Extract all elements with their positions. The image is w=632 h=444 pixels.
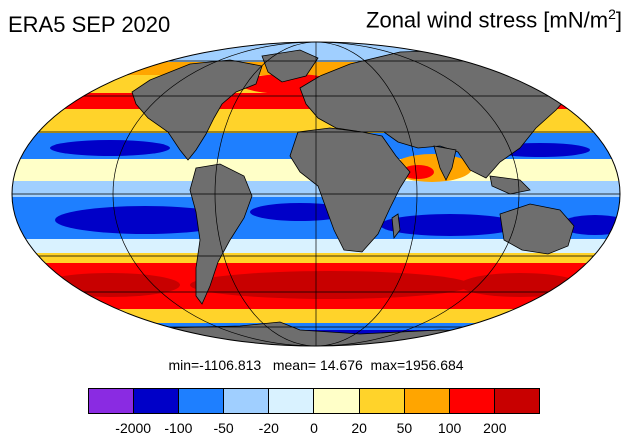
- south-america: [189, 163, 253, 305]
- wind-stress-field: [12, 42, 620, 346]
- colorbar: [88, 388, 540, 414]
- colorbar-swatch-2: [179, 389, 225, 413]
- maritime-continent: [489, 175, 531, 195]
- india: [433, 145, 457, 181]
- colorbar-tick-label: 200: [483, 420, 507, 436]
- variable-title-text: Zonal wind stress [mN/m: [366, 7, 609, 33]
- variable-title-suffix: ]: [615, 7, 622, 33]
- colorbar-swatch-3: [224, 389, 270, 413]
- colorbar-tick-label: -50: [213, 420, 234, 436]
- sepacific-trade-core: [55, 206, 235, 234]
- graticule: [12, 42, 620, 346]
- colorbar-tick-label: 0: [310, 420, 318, 436]
- colorbar-tick-label: -2000: [115, 420, 152, 436]
- satlantic-trade-core: [250, 203, 350, 221]
- meridian-60: [214, 42, 418, 346]
- globe-outline: [11, 41, 621, 347]
- meridian-120: [112, 42, 520, 346]
- colorbar-swatch-5: [314, 389, 360, 413]
- colorbar-tick-label: 20: [351, 420, 367, 436]
- australia: [499, 203, 575, 255]
- southern-jet-core-east: [460, 273, 580, 297]
- southern-jet-core-indian: [190, 271, 470, 299]
- colorbar-tick-label: 100: [437, 420, 462, 436]
- madagascar: [391, 213, 401, 240]
- indian-trade-core: [380, 214, 520, 236]
- colorbar-tick-label: -100: [164, 420, 193, 436]
- stats-line: min=-1106.813 mean= 14.676 max=1956.684: [168, 357, 464, 373]
- nepacific-trade-core: [50, 140, 170, 156]
- africa: [289, 127, 411, 253]
- colorbar-swatch-8: [449, 389, 495, 413]
- colorbar-swatch-9: [494, 389, 539, 413]
- colorbar-swatch-7: [404, 389, 450, 413]
- colorbar-swatch-6: [359, 389, 405, 413]
- colorbar-swatch-1: [134, 389, 180, 413]
- variable-title: Zonal wind stress [mN/m2]: [366, 6, 622, 33]
- colorbar-tick-label: 50: [396, 420, 413, 436]
- variable-title-superscript: 2: [608, 6, 616, 22]
- colorbar-swatch-4: [269, 389, 315, 413]
- map-title: ERA5 SEP 2020: [8, 12, 171, 37]
- colorbar-swatch-0: [89, 389, 135, 413]
- somali-jet: [402, 165, 434, 179]
- greenland: [261, 49, 319, 83]
- colorbar-tick-labels: -2000 -100 -50 -20 0 20 50 100 200: [88, 420, 540, 438]
- colorbar-tick-label: -20: [258, 420, 279, 436]
